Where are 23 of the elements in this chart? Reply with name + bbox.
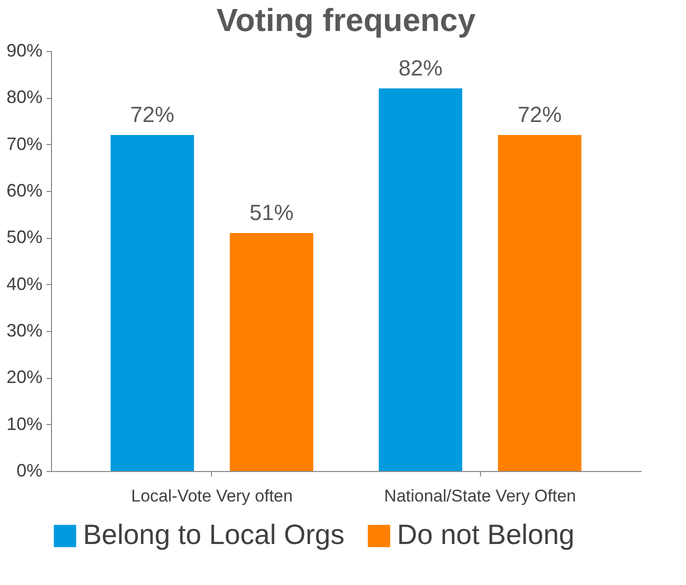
y-tick-label: 20% <box>6 367 42 388</box>
x-tick-label: National/State Very Often <box>384 486 576 506</box>
data-label: 51% <box>249 200 294 225</box>
data-label: 82% <box>398 55 443 80</box>
data-label: 72% <box>130 102 174 127</box>
y-tick-label: 30% <box>6 320 42 340</box>
y-tick-label: 10% <box>6 414 42 434</box>
y-tick-label: 40% <box>6 274 42 294</box>
y-tick-label: 0% <box>16 460 42 480</box>
bar <box>498 135 582 471</box>
bar <box>230 233 314 471</box>
bar <box>378 88 462 471</box>
y-tick-label: 70% <box>6 134 42 154</box>
legend-label: Belong to Local Orgs <box>83 519 344 550</box>
chart-title: Voting frequency <box>216 2 476 38</box>
legend-label: Do not Belong <box>397 519 574 550</box>
bar <box>110 135 194 471</box>
y-tick-label: 90% <box>6 40 42 60</box>
x-tick-label: Local-Vote Very often <box>131 486 293 506</box>
y-tick-label: 50% <box>6 227 42 248</box>
y-tick-label: 80% <box>6 87 42 108</box>
y-tick-label: 60% <box>6 180 42 200</box>
data-label: 72% <box>518 102 562 127</box>
